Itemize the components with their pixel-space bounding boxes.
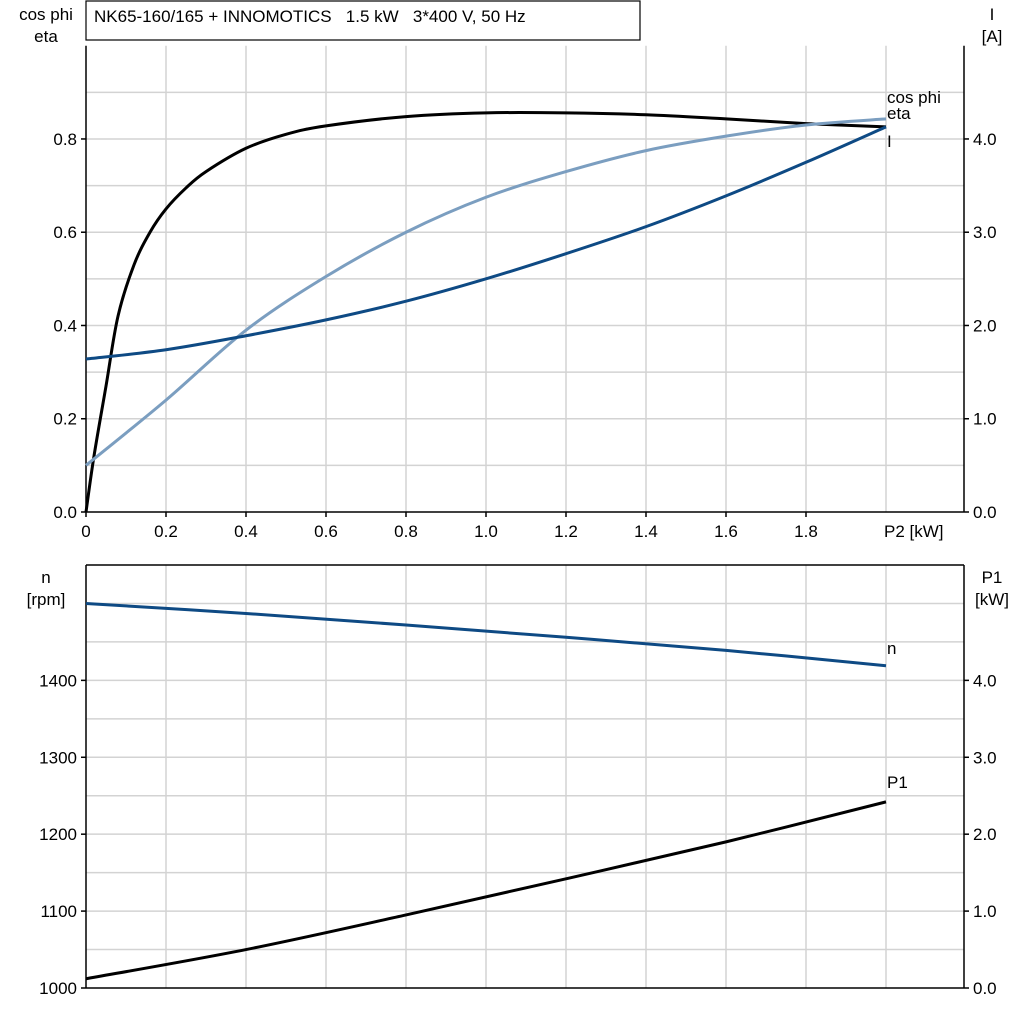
y-tick-label-right: 0.0 bbox=[973, 503, 997, 522]
y-tick-label-left: 1300 bbox=[39, 748, 77, 767]
title-box bbox=[85, 0, 641, 41]
y-tick-label-right: 1.0 bbox=[973, 902, 997, 921]
y-tick-label-left: 0.0 bbox=[53, 503, 77, 522]
y-tick-label-right: 2.0 bbox=[973, 316, 997, 335]
speed-power-chart: 1000 1100 1200 1300 1400 0.0 1.0 2.0 3.0 4.0 n [rpm… bbox=[27, 564, 1009, 998]
y-tick-label-left: 0.4 bbox=[53, 316, 77, 335]
y-tick-label-left: 1100 bbox=[40, 902, 77, 921]
series-n-label: n bbox=[887, 639, 896, 658]
x-tick-label: 0.6 bbox=[314, 522, 338, 541]
series-eta-line bbox=[84, 110, 887, 513]
efficiency-current-chart: 0.0 0.2 0.4 0.6 0.8 0.0 1.0 2.0 3.0 4.0 0 0.2 0.4 0.6… bbox=[19, 5, 1002, 541]
chart-title: NK65-160/165 + INNOMOTICS 1.5 kW 3*400 V… bbox=[94, 7, 526, 26]
x-axis-label: P2 [kW] bbox=[884, 522, 944, 541]
y-axis-label-right: P1 bbox=[982, 568, 1003, 587]
x-tick-label: 1.2 bbox=[554, 522, 578, 541]
series-cos-phi-label: cos phi bbox=[887, 88, 941, 107]
y-tick-label-left: 1400 bbox=[39, 671, 77, 690]
x-tick-label: 1.6 bbox=[714, 522, 738, 541]
series-P1-label: P1 bbox=[887, 773, 908, 792]
y-axis-label-right: I bbox=[990, 5, 995, 24]
x-tick-label: 0.4 bbox=[234, 522, 258, 541]
y-tick-label-right: 3.0 bbox=[973, 748, 997, 767]
y-tick-label-right: 2.0 bbox=[973, 825, 997, 844]
y-axis-label-left: [rpm] bbox=[27, 590, 66, 609]
x-tick-label: 0 bbox=[81, 522, 90, 541]
x-tick-label: 1.0 bbox=[474, 522, 498, 541]
y-axis-label-left: eta bbox=[34, 27, 58, 46]
series-cos-phi-line bbox=[85, 117, 887, 467]
y-tick-label-left: 0.2 bbox=[53, 410, 77, 429]
y-tick-label-right: 1.0 bbox=[973, 410, 997, 429]
x-tick-label: 1.4 bbox=[634, 522, 658, 541]
series-n-line bbox=[85, 601, 887, 668]
y-tick-label-left: 1200 bbox=[39, 825, 77, 844]
series-I-label: I bbox=[887, 132, 892, 151]
y-tick-label-right: 4.0 bbox=[973, 671, 997, 690]
series-I-line bbox=[85, 125, 887, 361]
x-tick-label: 0.8 bbox=[394, 522, 418, 541]
y-tick-label-right: 0.0 bbox=[973, 979, 997, 998]
y-axis-label-left: n bbox=[41, 568, 50, 587]
y-axis-label-right: [kW] bbox=[975, 590, 1009, 609]
y-axis-label-left: cos phi bbox=[19, 5, 73, 24]
series-eta-label: eta bbox=[887, 104, 911, 123]
y-tick-label-left: 1000 bbox=[39, 979, 77, 998]
x-tick-label: 0.2 bbox=[154, 522, 178, 541]
y-tick-label-right: 4.0 bbox=[973, 130, 997, 149]
y-tick-label-left: 0.8 bbox=[53, 130, 77, 149]
x-tick-label: 1.8 bbox=[794, 522, 818, 541]
series-P1-line bbox=[85, 800, 887, 981]
y-tick-label-left: 0.6 bbox=[53, 223, 77, 242]
y-axis-label-right: [A] bbox=[982, 27, 1003, 46]
y-tick-label-right: 3.0 bbox=[973, 223, 997, 242]
